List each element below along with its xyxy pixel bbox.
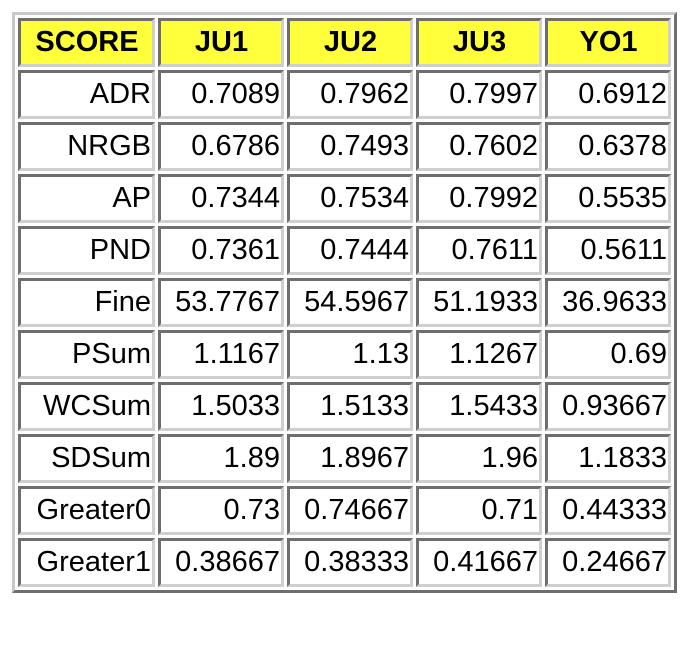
header-cell-ju3: JU3 bbox=[416, 18, 542, 67]
value-cell: 1.96 bbox=[416, 434, 542, 483]
value-cell: 0.74667 bbox=[287, 486, 413, 535]
header-cell-score: SCORE bbox=[18, 18, 155, 67]
row-label-cell: Greater1 bbox=[18, 538, 155, 587]
value-cell: 0.7962 bbox=[287, 70, 413, 119]
header-cell-ju1: JU1 bbox=[158, 18, 284, 67]
value-cell: 0.5535 bbox=[545, 174, 671, 223]
table-row: SDSum 1.89 1.8967 1.96 1.1833 bbox=[18, 434, 671, 483]
table-row: PSum 1.1167 1.13 1.1267 0.69 bbox=[18, 330, 671, 379]
row-label-cell: PSum bbox=[18, 330, 155, 379]
value-cell: 0.7493 bbox=[287, 122, 413, 171]
table-row: NRGB 0.6786 0.7493 0.7602 0.6378 bbox=[18, 122, 671, 171]
value-cell: 1.5133 bbox=[287, 382, 413, 431]
value-cell: 0.7089 bbox=[158, 70, 284, 119]
value-cell: 0.41667 bbox=[416, 538, 542, 587]
value-cell: 0.7602 bbox=[416, 122, 542, 171]
value-cell: 54.5967 bbox=[287, 278, 413, 327]
table-row: WCSum 1.5033 1.5133 1.5433 0.93667 bbox=[18, 382, 671, 431]
value-cell: 53.7767 bbox=[158, 278, 284, 327]
table-row: Fine 53.7767 54.5967 51.1933 36.9633 bbox=[18, 278, 671, 327]
table-row: ADR 0.7089 0.7962 0.7997 0.6912 bbox=[18, 70, 671, 119]
value-cell: 0.7997 bbox=[416, 70, 542, 119]
value-cell: 0.5611 bbox=[545, 226, 671, 275]
header-cell-yo1: YO1 bbox=[545, 18, 671, 67]
value-cell: 0.6378 bbox=[545, 122, 671, 171]
row-label-cell: PND bbox=[18, 226, 155, 275]
value-cell: 0.44333 bbox=[545, 486, 671, 535]
table-row: AP 0.7344 0.7534 0.7992 0.5535 bbox=[18, 174, 671, 223]
table-row: PND 0.7361 0.7444 0.7611 0.5611 bbox=[18, 226, 671, 275]
row-label-cell: ADR bbox=[18, 70, 155, 119]
value-cell: 0.6912 bbox=[545, 70, 671, 119]
value-cell: 0.73 bbox=[158, 486, 284, 535]
value-cell: 1.5433 bbox=[416, 382, 542, 431]
row-label-cell: Fine bbox=[18, 278, 155, 327]
table-row: Greater1 0.38667 0.38333 0.41667 0.24667 bbox=[18, 538, 671, 587]
value-cell: 0.69 bbox=[545, 330, 671, 379]
value-cell: 0.93667 bbox=[545, 382, 671, 431]
value-cell: 0.7361 bbox=[158, 226, 284, 275]
value-cell: 0.38667 bbox=[158, 538, 284, 587]
value-cell: 0.7444 bbox=[287, 226, 413, 275]
table-row: Greater0 0.73 0.74667 0.71 0.44333 bbox=[18, 486, 671, 535]
value-cell: 0.24667 bbox=[545, 538, 671, 587]
value-cell: 1.5033 bbox=[158, 382, 284, 431]
value-cell: 0.7344 bbox=[158, 174, 284, 223]
header-row: SCORE JU1 JU2 JU3 YO1 bbox=[18, 18, 671, 67]
row-label-cell: SDSum bbox=[18, 434, 155, 483]
score-table: SCORE JU1 JU2 JU3 YO1 ADR 0.7089 0.7962 0.7… bbox=[12, 12, 677, 593]
row-label-cell: WCSum bbox=[18, 382, 155, 431]
row-label-cell: AP bbox=[18, 174, 155, 223]
value-cell: 0.7992 bbox=[416, 174, 542, 223]
row-label-cell: NRGB bbox=[18, 122, 155, 171]
value-cell: 1.89 bbox=[158, 434, 284, 483]
row-label-cell: Greater0 bbox=[18, 486, 155, 535]
value-cell: 1.13 bbox=[287, 330, 413, 379]
value-cell: 0.6786 bbox=[158, 122, 284, 171]
value-cell: 1.1167 bbox=[158, 330, 284, 379]
value-cell: 0.7611 bbox=[416, 226, 542, 275]
value-cell: 0.38333 bbox=[287, 538, 413, 587]
value-cell: 36.9633 bbox=[545, 278, 671, 327]
value-cell: 1.8967 bbox=[287, 434, 413, 483]
value-cell: 1.1267 bbox=[416, 330, 542, 379]
value-cell: 1.1833 bbox=[545, 434, 671, 483]
value-cell: 0.7534 bbox=[287, 174, 413, 223]
header-cell-ju2: JU2 bbox=[287, 18, 413, 67]
value-cell: 51.1933 bbox=[416, 278, 542, 327]
table-body: ADR 0.7089 0.7962 0.7997 0.6912 NRGB 0.6786 0.7… bbox=[18, 70, 671, 587]
value-cell: 0.71 bbox=[416, 486, 542, 535]
